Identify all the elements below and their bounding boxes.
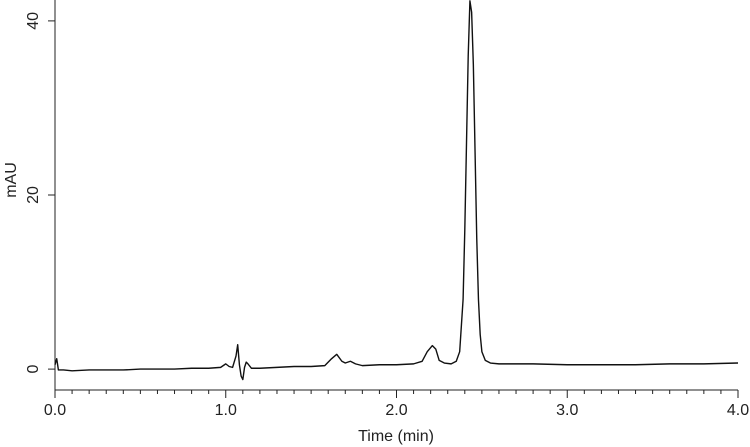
y-tick-label: 20	[25, 186, 42, 204]
x-tick-label: 0.0	[44, 402, 66, 419]
y-axis-label: mAU	[3, 162, 20, 198]
x-tick-label: 3.0	[556, 402, 578, 419]
x-tick-label: 2.0	[385, 402, 407, 419]
y-tick-label: 40	[25, 12, 42, 30]
trace	[54, 0, 739, 381]
x-axis-label: Time (min)	[358, 428, 434, 445]
x-tick-label: 4.0	[727, 402, 749, 419]
y-tick-label: 0	[25, 365, 42, 374]
x-tick-label: 1.0	[215, 402, 237, 419]
